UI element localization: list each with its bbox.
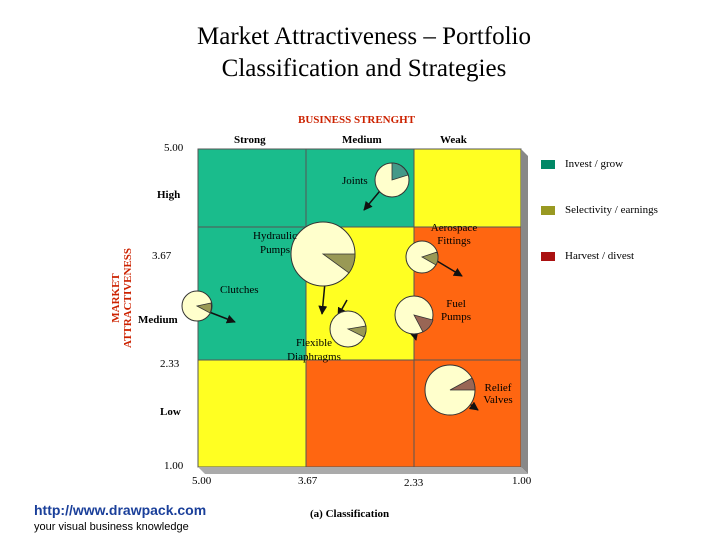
watermark-line: presentation, business (556, 402, 667, 414)
legend-label-selectivity-earnings: Selectivity / earnings (565, 204, 658, 216)
row-label-medium: Medium (138, 314, 178, 326)
label-flexible-diaphragms-line-2: Diaphragms (287, 351, 341, 363)
label-aerospace-fittings-line-2: Fittings (437, 235, 471, 247)
label-hydraulic-pumps-line-2: Pumps (260, 244, 290, 256)
page-title-line-2: Classification and Strategies (221, 55, 507, 82)
y-tick-1: 1.00 (164, 460, 184, 472)
watermark-line: management model, (556, 327, 657, 339)
watermark-line: business graphic, (556, 342, 642, 354)
x-tick-3-67: 3.67 (298, 475, 318, 487)
matrix-bottom-edge (198, 467, 528, 474)
label-joints: Joints (342, 175, 368, 187)
x-tick-5: 5.00 (192, 475, 212, 487)
label-fuel-pumps-line-1: Fuel (446, 298, 466, 310)
matrix-cell-high-weak (413, 148, 522, 228)
business-strength-label: BUSINESS STRENGHT (298, 114, 416, 126)
label-aerospace-fittings-line-1: Aerospace (430, 222, 478, 234)
y-tick-2-33: 2.33 (160, 358, 180, 370)
watermark-text: business diagram, management model, busi… (556, 311, 726, 431)
label-fuel-pumps: Fuel Pumps (436, 298, 476, 324)
legend-swatch-selectivity-earnings (541, 206, 555, 215)
row-label-low: Low (160, 406, 181, 418)
label-clutches: Clutches (220, 284, 259, 296)
watermark-line: design, business template (556, 417, 684, 429)
matrix-side-edge (521, 149, 528, 474)
column-header-weak: Weak (440, 134, 467, 146)
label-flexible-diaphragms-line-1: Flexible (295, 337, 333, 349)
column-header-medium: Medium (342, 134, 382, 146)
x-tick-1: 1.00 (512, 475, 532, 487)
pie-aerospace-fittings (405, 240, 439, 274)
x-tick-2-33: 2.33 (404, 477, 424, 489)
pie-joints (374, 162, 410, 198)
footer-url-link[interactable]: http://www.drawpack.com (34, 502, 207, 518)
label-fuel-pumps-line-2: Pumps (441, 311, 471, 323)
legend-swatch-invest-grow (541, 160, 555, 169)
pie-flexible-diaphragms (329, 310, 367, 348)
legend-label-invest-grow: Invest / grow (565, 158, 624, 170)
page-title-line-1: Market Attractiveness – Portfolio (197, 23, 531, 50)
label-hydraulic-pumps-line-1: Hydraulic (253, 230, 297, 242)
watermark-line: business diagram, (556, 312, 646, 324)
label-flexible-diaphragms: Flexible Diaphragms (282, 336, 346, 364)
watermark-line: business slide, download, (556, 372, 682, 384)
row-label-high: High (157, 189, 181, 201)
watermark-line: powerpoint templates, (556, 357, 664, 369)
label-relief-valves-line-2: Valves (483, 394, 513, 406)
column-header-strong: Strong (234, 134, 266, 146)
matrix-cell-high-strong (197, 148, 307, 228)
label-relief-valves-line-1: Relief (484, 382, 512, 394)
pie-clutches (181, 290, 213, 322)
label-relief-valves: Relief Valves (478, 382, 518, 406)
y-tick-3-67: 3.67 (152, 250, 172, 262)
label-aerospace-fittings: Aerospace Fittings (424, 222, 484, 248)
y-tick-5: 5.00 (164, 142, 184, 154)
pie-hydraulic-pumps (290, 221, 356, 287)
watermark-line: free, business (556, 387, 625, 399)
footer-tagline: your visual business knowledge (34, 521, 189, 533)
figure-caption: (a) Classification (310, 508, 390, 520)
label-hydraulic-pumps: Hydraulic Pumps (250, 229, 300, 257)
legend-label-harvest-divest: Harvest / divest (565, 250, 635, 262)
legend-swatch-harvest-divest (541, 252, 555, 261)
pie-fuel-pumps (394, 295, 434, 335)
matrix-cell-low-medium (305, 359, 415, 468)
matrix-cell-low-strong (197, 359, 307, 468)
pie-relief-valves (424, 364, 476, 416)
